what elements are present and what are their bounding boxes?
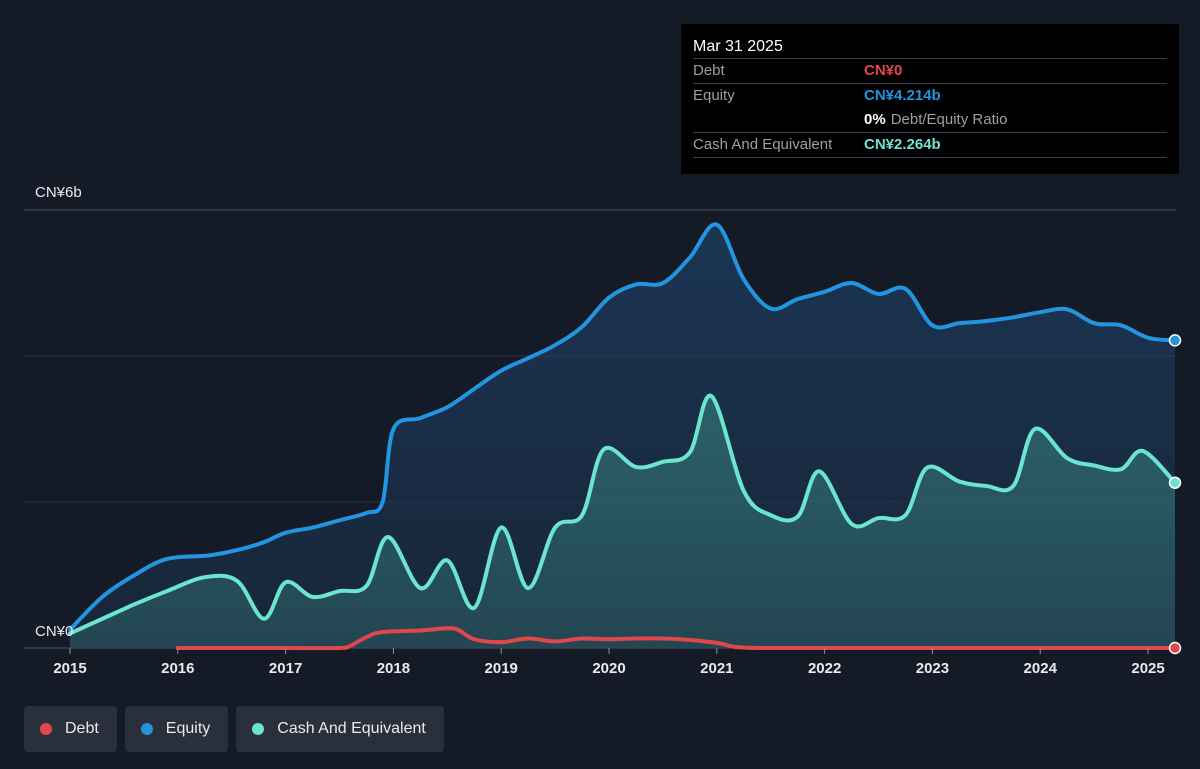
x-tick-label: 2023 <box>916 660 949 677</box>
equity-end-point <box>1168 334 1182 347</box>
x-tick-label: 2024 <box>1024 660 1058 677</box>
x-tick-label: 2017 <box>269 660 302 677</box>
legend-item-equity[interactable]: Equity <box>124 706 229 752</box>
legend-label-debt: Debt <box>65 720 99 737</box>
cash-and-equivalent-area <box>70 395 1175 648</box>
x-tick-label: 2020 <box>592 660 625 677</box>
legend-dot-cash <box>252 723 265 735</box>
tooltip-date: Mar 31 2025 <box>693 38 783 55</box>
x-tick-label: 2022 <box>808 660 841 677</box>
legend-label-equity: Equity <box>165 720 211 737</box>
chart-legend: Debt Equity Cash And Equivalent <box>24 706 444 752</box>
end-points <box>1168 334 1182 655</box>
tooltip-debt-value: CN¥0 <box>864 62 903 79</box>
tooltip-ratio-label: Debt/Equity Ratio <box>890 111 1008 128</box>
tooltip-debt-row: Debt CN¥0 <box>693 58 1167 83</box>
debt-end-point <box>1168 641 1182 655</box>
x-tick-label: 2018 <box>377 660 410 677</box>
legend-dot-equity <box>140 723 153 735</box>
tooltip-ratio-row: 0% Debt/Equity Ratio <box>693 108 1167 132</box>
tooltip-equity-row: Equity CN¥4.214b <box>693 83 1167 108</box>
x-tick-label: 2019 <box>485 660 518 677</box>
tooltip-cash-row: Cash And Equivalent CN¥2.264b <box>693 132 1167 158</box>
tooltip-equity-value: CN¥4.214b <box>864 87 941 104</box>
tooltip-cash-label: Cash And Equivalent <box>693 136 833 153</box>
legend-item-cash[interactable]: Cash And Equivalent <box>236 706 444 752</box>
tooltip-cash-value: CN¥2.264b <box>864 136 941 153</box>
cash-and-equivalent-line <box>68 394 1177 636</box>
cash-and-equivalent-end-point <box>1168 476 1182 489</box>
x-tick-label: 2015 <box>53 660 86 677</box>
legend-label-cash: Cash And Equivalent <box>277 720 426 737</box>
tooltip-debt-label: Debt <box>693 62 725 79</box>
legend-dot-debt <box>40 723 52 735</box>
area-fills <box>70 224 1175 648</box>
x-tick-label: 2021 <box>700 660 733 677</box>
tooltip-ratio-value: 0% <box>864 111 886 128</box>
tooltip-panel: Mar 31 2025 Debt CN¥0 Equity CN¥4.214b 0… <box>681 24 1179 174</box>
debt-line <box>175 626 1177 651</box>
x-tick-label: 2025 <box>1131 660 1164 677</box>
y-tick-label-top: CN¥6b <box>35 184 82 201</box>
legend-item-debt[interactable]: Debt <box>24 706 117 752</box>
tooltip-equity-label: Equity <box>693 87 735 104</box>
series-lines <box>68 222 1177 651</box>
x-axis-ticks: 2015 2016 2017 2018 2019 2020 2021 2022 2023 2024… <box>53 648 1165 677</box>
y-tick-label-bottom: CN¥0 <box>35 623 73 640</box>
x-tick-label: 2016 <box>161 660 194 677</box>
equity-line <box>68 222 1177 632</box>
